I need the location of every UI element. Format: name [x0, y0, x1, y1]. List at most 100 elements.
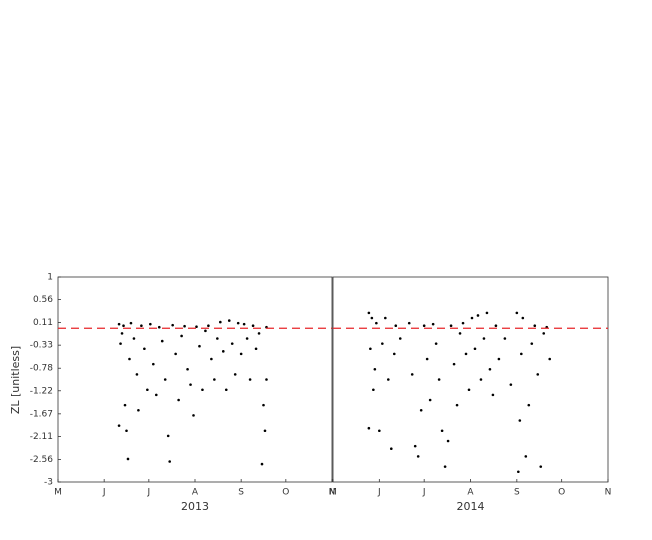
data-point: [476, 314, 480, 317]
data-point: [245, 337, 249, 340]
y-tick-label: -0.78: [30, 364, 54, 374]
data-point: [210, 357, 213, 361]
data-point: [216, 337, 219, 340]
data-point: [431, 322, 435, 326]
data-point: [126, 457, 130, 461]
data-point: [227, 319, 231, 322]
data-point: [128, 357, 131, 361]
x-tick-label: M: [54, 488, 62, 498]
data-point: [204, 329, 207, 333]
data-point: [132, 337, 136, 340]
data-point: [370, 316, 374, 320]
y-tick-label: 0.11: [33, 318, 53, 328]
data-point: [207, 324, 210, 327]
data-point: [378, 429, 381, 433]
data-point: [263, 429, 267, 433]
data-point: [413, 444, 417, 448]
data-point: [117, 322, 121, 326]
data-point: [146, 388, 149, 392]
data-point: [517, 470, 520, 474]
data-point: [137, 408, 140, 412]
data-point: [192, 414, 195, 417]
x-tick-label: J: [422, 488, 426, 498]
data-point: [157, 325, 161, 329]
data-point: [548, 357, 552, 361]
x-tick-label: N: [605, 488, 612, 498]
data-point: [440, 429, 444, 433]
data-point: [530, 342, 534, 345]
data-point: [461, 321, 465, 325]
data-point: [407, 321, 411, 325]
data-point: [166, 434, 170, 438]
y-tick-label: -1.67: [30, 409, 53, 419]
y-tick-label: -3: [44, 478, 53, 488]
data-point: [515, 311, 519, 315]
data-point: [177, 398, 180, 402]
x-tick-label: N: [329, 488, 336, 498]
data-point: [198, 344, 201, 348]
data-point: [372, 388, 375, 392]
data-point: [494, 324, 498, 327]
data-point: [236, 321, 240, 325]
data-point: [224, 388, 228, 392]
data-point: [470, 316, 474, 320]
y-tick-label: 0.56: [33, 295, 53, 305]
x-tick-label: S: [238, 488, 244, 498]
data-point: [369, 347, 372, 351]
data-point: [384, 316, 387, 320]
data-point: [367, 426, 371, 430]
data-point: [394, 324, 398, 327]
data-point: [219, 320, 222, 324]
data-point: [473, 347, 477, 351]
data-point: [520, 352, 523, 356]
data-point: [262, 403, 265, 407]
data-point: [135, 373, 139, 376]
data-point: [125, 429, 128, 433]
x-axis-label: 2014: [457, 500, 485, 513]
plot-frame: [332, 276, 609, 483]
data-point: [183, 324, 186, 328]
x-tick-label: M: [329, 488, 337, 498]
data-point: [422, 324, 426, 327]
data-point: [239, 352, 243, 356]
y-axis-label: ZL [unitless]: [9, 346, 22, 414]
data-point: [230, 342, 234, 345]
data-point: [201, 388, 204, 392]
x-tick-label: S: [514, 488, 520, 498]
data-point: [536, 373, 540, 376]
data-point: [428, 398, 432, 402]
x-tick-label: A: [467, 488, 474, 498]
y-tick-label: -2.11: [30, 432, 53, 442]
data-point: [248, 378, 252, 381]
data-point: [265, 378, 268, 381]
data-point: [386, 378, 390, 381]
data-point: [521, 316, 525, 320]
data-point: [233, 373, 237, 376]
data-point: [455, 403, 459, 407]
data-point: [482, 337, 486, 340]
data-point: [518, 419, 522, 422]
data-point: [527, 403, 531, 407]
data-point: [542, 332, 546, 335]
data-point: [129, 321, 133, 325]
x-tick-label: O: [282, 488, 289, 498]
data-point: [242, 322, 246, 326]
data-point: [122, 324, 125, 327]
data-point: [260, 462, 264, 466]
data-point: [491, 393, 495, 397]
data-point: [485, 311, 489, 315]
data-point: [140, 324, 143, 327]
plot-frame: [57, 276, 333, 483]
x-tick-label: A: [192, 488, 199, 498]
data-point: [254, 347, 258, 351]
data-point: [443, 465, 447, 468]
x-tick-label: J: [377, 488, 381, 498]
data-point: [449, 324, 453, 327]
data-point: [434, 342, 438, 345]
data-point: [464, 352, 468, 356]
data-point: [213, 378, 216, 381]
data-point: [180, 334, 183, 338]
data-point: [509, 383, 513, 386]
